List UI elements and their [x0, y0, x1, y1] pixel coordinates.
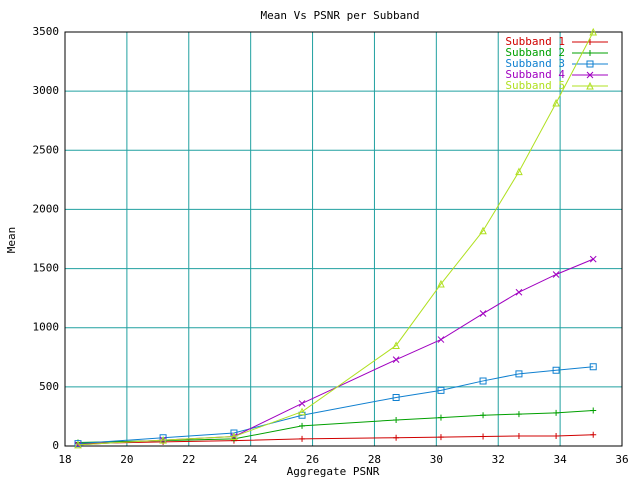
data-point	[298, 400, 306, 407]
data-point	[590, 407, 597, 414]
data-point	[298, 407, 306, 416]
data-point	[392, 356, 400, 364]
data-point	[437, 336, 445, 343]
data-point	[392, 394, 400, 402]
y-tick-label: 2500	[33, 143, 60, 156]
y-tick-label: 3000	[33, 84, 60, 97]
y-tick-label: 2000	[33, 202, 60, 215]
data-point	[552, 366, 560, 374]
x-tick-label: 34	[553, 453, 567, 466]
x-axis-label: Aggregate PSNR	[287, 465, 380, 478]
y-axis-label: Mean	[5, 227, 18, 254]
y-tick-label: 500	[39, 380, 59, 393]
legend-label: Subband 2	[505, 46, 565, 59]
legend-label: Subband 3	[505, 57, 565, 70]
data-point	[159, 434, 167, 442]
y-tick-label: 1000	[33, 321, 60, 334]
data-point	[589, 255, 597, 263]
data-point	[393, 416, 400, 423]
data-point	[392, 341, 400, 349]
y-tick-label: 0	[52, 439, 59, 452]
data-point	[515, 288, 523, 296]
data-point	[479, 226, 487, 235]
data-point	[437, 434, 444, 441]
x-tick-label: 26	[306, 453, 319, 466]
legend-marker	[586, 71, 594, 79]
data-point	[479, 310, 487, 317]
legend-label: Subband 5	[505, 79, 565, 92]
data-point	[393, 434, 400, 441]
series-line	[77, 434, 594, 445]
data-point	[553, 432, 560, 439]
series-line	[77, 366, 594, 445]
legend-marker	[586, 60, 594, 68]
data-point	[552, 98, 560, 107]
data-point	[437, 279, 445, 288]
data-point	[515, 411, 522, 418]
legend-marker	[587, 50, 593, 56]
data-point	[589, 27, 598, 36]
x-tick-label: 30	[430, 453, 443, 466]
data-point	[159, 435, 167, 444]
data-point	[230, 432, 238, 441]
data-point	[515, 370, 523, 378]
x-tick-label: 24	[244, 453, 258, 466]
data-point	[589, 363, 597, 371]
data-point	[590, 431, 597, 438]
legend-label: Subband 1	[505, 35, 565, 48]
x-tick-label: 22	[182, 453, 195, 466]
data-point	[480, 433, 487, 440]
legend-marker	[586, 81, 594, 90]
data-point	[74, 440, 82, 449]
data-point	[299, 435, 306, 442]
data-point	[515, 432, 522, 439]
legend-label: Subband 4	[505, 68, 565, 81]
series-line	[77, 31, 594, 446]
x-tick-label: 36	[615, 453, 628, 466]
plot-frame	[64, 31, 623, 447]
chart-title: Mean Vs PSNR per Subband	[261, 9, 420, 22]
data-point	[515, 167, 523, 176]
y-tick-label: 3500	[33, 25, 60, 38]
x-tick-label: 20	[120, 453, 133, 466]
data-point	[480, 412, 487, 419]
data-point	[437, 414, 444, 421]
series-line	[77, 258, 594, 446]
series-line	[77, 410, 594, 443]
data-point	[298, 411, 306, 419]
x-tick-label: 32	[492, 453, 505, 466]
data-point	[437, 386, 445, 394]
data-point	[553, 409, 560, 416]
y-tick-label: 1500	[33, 262, 60, 275]
data-point	[299, 422, 306, 429]
x-tick-label: 18	[58, 453, 71, 466]
data-point	[74, 440, 82, 448]
data-point	[479, 377, 487, 385]
x-tick-label: 28	[368, 453, 381, 466]
data-point	[552, 271, 560, 278]
